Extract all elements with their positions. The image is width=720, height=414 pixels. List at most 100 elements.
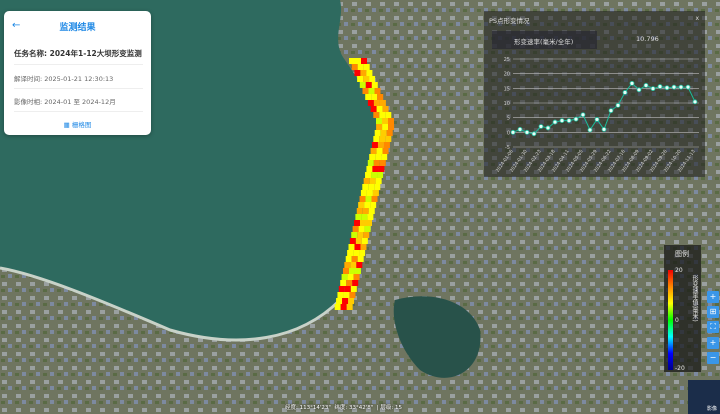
- ps-point[interactable]: [371, 82, 378, 88]
- data-point[interactable]: [510, 129, 516, 135]
- ps-point[interactable]: [358, 202, 365, 208]
- ps-point[interactable]: [355, 214, 362, 220]
- ps-point[interactable]: [379, 112, 386, 118]
- ps-point[interactable]: [367, 214, 374, 220]
- ps-point[interactable]: [355, 58, 361, 64]
- ps-point[interactable]: [343, 292, 350, 298]
- ps-point[interactable]: [379, 160, 386, 166]
- ps-point[interactable]: [373, 112, 380, 118]
- data-point[interactable]: [580, 112, 586, 118]
- ps-point[interactable]: [357, 64, 364, 70]
- ps-point[interactable]: [382, 106, 389, 112]
- ps-point[interactable]: [362, 88, 369, 94]
- ps-point[interactable]: [369, 76, 376, 82]
- ps-point[interactable]: [346, 280, 353, 286]
- ps-point[interactable]: [369, 154, 376, 160]
- ps-point[interactable]: [346, 304, 353, 310]
- raster-map-button[interactable]: ▦ 栅格图: [63, 121, 92, 129]
- data-point[interactable]: [559, 118, 565, 123]
- ps-point[interactable]: [361, 58, 367, 64]
- ps-point[interactable]: [388, 118, 394, 124]
- ps-point[interactable]: [363, 232, 370, 238]
- data-point[interactable]: [643, 83, 649, 88]
- data-point[interactable]: [692, 99, 698, 105]
- ps-point[interactable]: [371, 196, 378, 202]
- ps-point[interactable]: [375, 154, 382, 160]
- ps-point[interactable]: [349, 238, 356, 244]
- ps-point[interactable]: [373, 100, 380, 106]
- data-point[interactable]: [545, 125, 551, 131]
- ps-point[interactable]: [377, 172, 384, 178]
- ps-point[interactable]: [385, 136, 392, 142]
- data-point[interactable]: [587, 127, 593, 133]
- ps-point[interactable]: [365, 172, 372, 178]
- data-point[interactable]: [566, 118, 572, 123]
- ps-point[interactable]: [386, 130, 393, 136]
- ps-point[interactable]: [354, 220, 360, 226]
- close-icon[interactable]: x: [695, 15, 699, 22]
- ps-point[interactable]: [373, 160, 380, 166]
- data-point[interactable]: [594, 117, 600, 122]
- ps-point[interactable]: [366, 166, 373, 172]
- ps-point[interactable]: [340, 304, 347, 310]
- ps-point[interactable]: [374, 130, 381, 136]
- ps-point[interactable]: [345, 256, 352, 262]
- ps-point[interactable]: [368, 88, 375, 94]
- ps-point[interactable]: [357, 232, 364, 238]
- ps-point[interactable]: [365, 94, 372, 100]
- ps-point[interactable]: [372, 190, 379, 196]
- ps-point[interactable]: [365, 82, 372, 88]
- ps-point[interactable]: [361, 238, 368, 244]
- ps-point[interactable]: [382, 124, 389, 130]
- ps-point[interactable]: [347, 274, 354, 280]
- ps-point[interactable]: [375, 178, 382, 184]
- ps-point[interactable]: [360, 244, 367, 250]
- ps-point[interactable]: [351, 232, 358, 238]
- ps-point[interactable]: [382, 148, 389, 154]
- ps-point[interactable]: [363, 76, 370, 82]
- ps-point[interactable]: [348, 268, 355, 274]
- ps-point[interactable]: [364, 202, 371, 208]
- data-point[interactable]: [671, 84, 677, 90]
- data-point[interactable]: [615, 102, 621, 108]
- ps-point[interactable]: [350, 286, 357, 292]
- data-point[interactable]: [517, 127, 523, 132]
- ps-point[interactable]: [334, 304, 341, 310]
- ps-point[interactable]: [367, 100, 374, 106]
- ps-point[interactable]: [385, 112, 392, 118]
- ps-point[interactable]: [380, 130, 387, 136]
- zoom-out-button[interactable]: −: [707, 352, 719, 364]
- ps-point[interactable]: [340, 280, 347, 286]
- minimap[interactable]: 影像: [688, 380, 720, 414]
- ps-point[interactable]: [348, 298, 355, 304]
- ps-point[interactable]: [379, 100, 386, 106]
- ps-point[interactable]: [369, 178, 376, 184]
- ps-point[interactable]: [342, 268, 349, 274]
- data-point[interactable]: [573, 116, 579, 122]
- ps-point[interactable]: [359, 250, 366, 256]
- ps-point[interactable]: [341, 274, 348, 280]
- data-point[interactable]: [552, 119, 558, 125]
- ps-point[interactable]: [344, 286, 351, 292]
- ps-point[interactable]: [382, 118, 388, 124]
- ps-point[interactable]: [348, 244, 355, 250]
- ps-point[interactable]: [347, 250, 354, 256]
- ps-point[interactable]: [365, 196, 372, 202]
- ps-point[interactable]: [362, 184, 369, 190]
- ps-point[interactable]: [366, 190, 373, 196]
- ps-point[interactable]: [366, 220, 372, 226]
- data-point[interactable]: [650, 86, 656, 92]
- ps-point[interactable]: [350, 262, 357, 268]
- ps-point[interactable]: [359, 82, 366, 88]
- ps-point[interactable]: [360, 220, 366, 226]
- ps-point[interactable]: [363, 178, 370, 184]
- ps-point[interactable]: [360, 70, 367, 76]
- ps-point[interactable]: [351, 64, 358, 70]
- ps-point[interactable]: [344, 262, 351, 268]
- ps-point[interactable]: [371, 172, 378, 178]
- ps-point[interactable]: [388, 124, 395, 130]
- data-point[interactable]: [664, 85, 670, 91]
- ps-point[interactable]: [379, 136, 386, 142]
- ps-point[interactable]: [359, 196, 366, 202]
- ps-point[interactable]: [356, 262, 363, 268]
